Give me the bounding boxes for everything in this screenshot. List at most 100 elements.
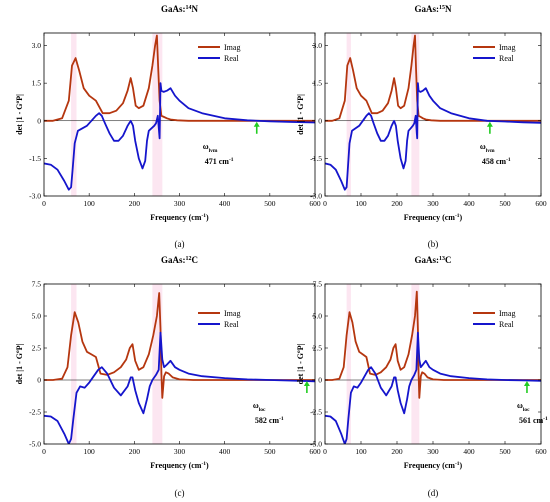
mode-symbol: ωloc — [253, 401, 266, 413]
legend-label-real: Real — [499, 54, 514, 63]
y-tick-label: 5.0 — [313, 312, 323, 321]
x-tick-label: 600 — [309, 199, 321, 208]
y-tick-label: -2.5 — [29, 408, 41, 417]
x-axis-label: Frequency (cm-1) — [404, 213, 463, 222]
x-tick-label: 400 — [219, 199, 231, 208]
y-tick-label: 1.5 — [32, 79, 42, 88]
legend-label-real: Real — [224, 54, 239, 63]
y-axis-label: det |1 - GoP| — [15, 94, 24, 135]
x-tick-label: 400 — [463, 199, 475, 208]
y-tick-label: 0 — [37, 376, 41, 385]
x-tick-label: 300 — [427, 199, 439, 208]
highlight-band — [152, 33, 163, 196]
y-tick-label: 3.0 — [313, 41, 323, 50]
y-tick-label: -3.0 — [29, 192, 41, 201]
mode-arrow-head — [303, 381, 310, 386]
panel-label: (a) — [175, 239, 185, 249]
highlight-band — [152, 284, 163, 444]
y-axis-label: det |1 - GoP| — [296, 94, 305, 135]
y-tick-label: 5.0 — [32, 312, 42, 321]
x-axis-label: Frequency (cm-1) — [404, 461, 463, 470]
y-tick-label: 1.5 — [313, 79, 323, 88]
mode-frequency: 582 cm-1 — [255, 416, 284, 425]
x-tick-label: 0 — [42, 199, 46, 208]
mode-arrow-head — [523, 381, 530, 386]
x-tick-label: 500 — [264, 199, 276, 208]
x-tick-label: 500 — [499, 199, 511, 208]
highlight-band — [346, 284, 351, 444]
x-tick-label: 600 — [535, 199, 547, 208]
legend-label-real: Real — [224, 320, 239, 329]
x-tick-label: 600 — [535, 447, 547, 456]
y-tick-label: 0 — [318, 376, 322, 385]
mode-symbol: ωlvm — [203, 142, 218, 154]
x-tick-label: 300 — [174, 447, 186, 456]
y-tick-label: -2.5 — [310, 408, 322, 417]
legend-label-real: Real — [499, 320, 514, 329]
x-tick-label: 200 — [391, 199, 403, 208]
y-tick-label: 3.0 — [32, 41, 42, 50]
series-line-real — [325, 331, 541, 444]
plot-frame — [43, 32, 316, 197]
series-line-imag — [44, 292, 315, 399]
x-axis-label: Frequency (cm-1) — [150, 461, 209, 470]
x-tick-label: 600 — [309, 447, 321, 456]
series-line-imag — [325, 290, 541, 399]
mode-symbol: ωloc — [517, 401, 530, 413]
series-line-imag — [325, 34, 541, 122]
y-tick-label: 2.5 — [32, 344, 42, 353]
x-tick-label: 100 — [355, 199, 367, 208]
y-tick-label: 7.5 — [32, 280, 42, 289]
x-tick-label: 500 — [264, 447, 276, 456]
mode-arrow-head — [253, 121, 260, 127]
x-tick-label: 0 — [323, 447, 327, 456]
highlight-band — [71, 33, 77, 196]
legend-label-imag: Imag — [224, 309, 240, 318]
highlight-band — [71, 284, 77, 444]
y-axis-label: det |1 - GoP| — [296, 343, 305, 384]
x-axis-label: Frequency (cm-1) — [150, 213, 209, 222]
series-line-real — [44, 82, 315, 191]
chart-title: GaAs:13C — [415, 255, 452, 265]
y-axis-label: det |1 - GoP| — [15, 343, 24, 384]
x-tick-label: 200 — [129, 447, 141, 456]
series-line-real — [44, 331, 315, 444]
y-tick-label: -1.5 — [310, 154, 322, 163]
y-tick-label: -3.0 — [310, 192, 322, 201]
x-tick-label: 100 — [84, 447, 96, 456]
x-tick-label: 300 — [427, 447, 439, 456]
x-tick-label: 500 — [499, 447, 511, 456]
highlight-band — [411, 33, 420, 196]
chart-panel-1: 0 100 200 300 400 500 600-3.0-1.501.53.0GaAs:1… — [15, 4, 321, 249]
x-tick-label: 100 — [84, 199, 96, 208]
panel-label: (c) — [175, 488, 185, 498]
chart-panel-3: 0 100 200 300 400 500 600-5.0-2.502.55.07.5GaA… — [15, 255, 321, 498]
x-tick-label: 0 — [42, 447, 46, 456]
y-tick-label: 2.5 — [313, 344, 323, 353]
mode-frequency: 561 cm-1 — [519, 416, 548, 425]
x-tick-label: 0 — [323, 199, 327, 208]
y-tick-label: -5.0 — [29, 440, 41, 449]
y-tick-label: 0 — [37, 116, 41, 125]
highlight-band — [346, 33, 351, 196]
chart-title: GaAs:12C — [161, 255, 198, 265]
x-tick-label: 300 — [174, 199, 186, 208]
x-tick-label: 100 — [355, 447, 367, 456]
series-line-imag — [44, 34, 315, 122]
x-tick-label: 400 — [219, 447, 231, 456]
series-line-real — [325, 82, 541, 191]
panel-label: (d) — [428, 488, 439, 498]
highlight-band — [411, 284, 420, 444]
chart-title: GaAs:14N — [161, 4, 199, 14]
legend-label-imag: Imag — [499, 43, 515, 52]
x-tick-label: 400 — [463, 447, 475, 456]
y-tick-label: -5.0 — [310, 440, 322, 449]
mode-frequency: 458 cm-1 — [482, 157, 511, 166]
plot-frame — [324, 283, 542, 445]
panel-label: (b) — [428, 239, 439, 249]
x-tick-label: 200 — [391, 447, 403, 456]
mode-arrow-head — [486, 121, 493, 127]
legend-label-imag: Imag — [499, 309, 515, 318]
chart-panel-4: 0 100 200 300 400 500 600-5.0-2.502.55.07.5GaA… — [296, 255, 548, 498]
